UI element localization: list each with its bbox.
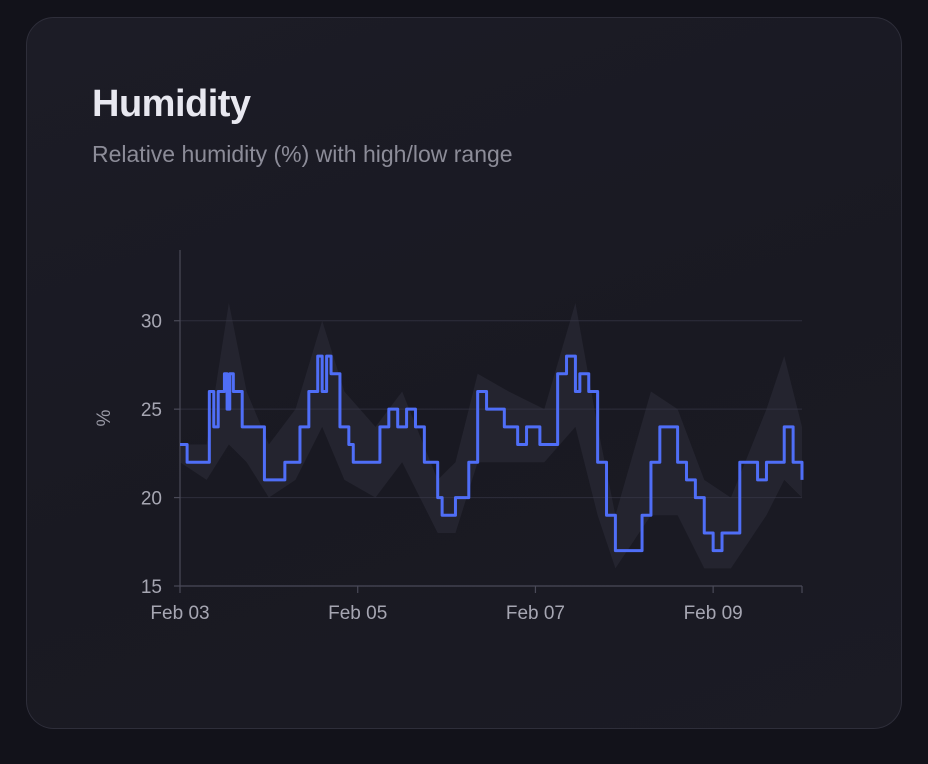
y-tick-label: 25 xyxy=(141,400,162,421)
x-tick-label: Feb 03 xyxy=(150,603,209,624)
high-low-range xyxy=(180,303,802,569)
humidity-card xyxy=(26,17,902,729)
chart-title: Humidity xyxy=(92,83,251,125)
y-axis-label: % xyxy=(94,409,115,426)
x-tick-label: Feb 05 xyxy=(328,603,387,624)
x-tick-label: Feb 07 xyxy=(506,603,565,624)
humidity-line xyxy=(180,354,804,553)
y-tick-label: 15 xyxy=(141,577,162,598)
x-tick-label: Feb 09 xyxy=(684,603,743,624)
y-tick-label: 20 xyxy=(141,489,162,510)
y-tick-label: 30 xyxy=(141,312,162,333)
chart-subtitle: Relative humidity (%) with high/low rang… xyxy=(92,141,513,167)
